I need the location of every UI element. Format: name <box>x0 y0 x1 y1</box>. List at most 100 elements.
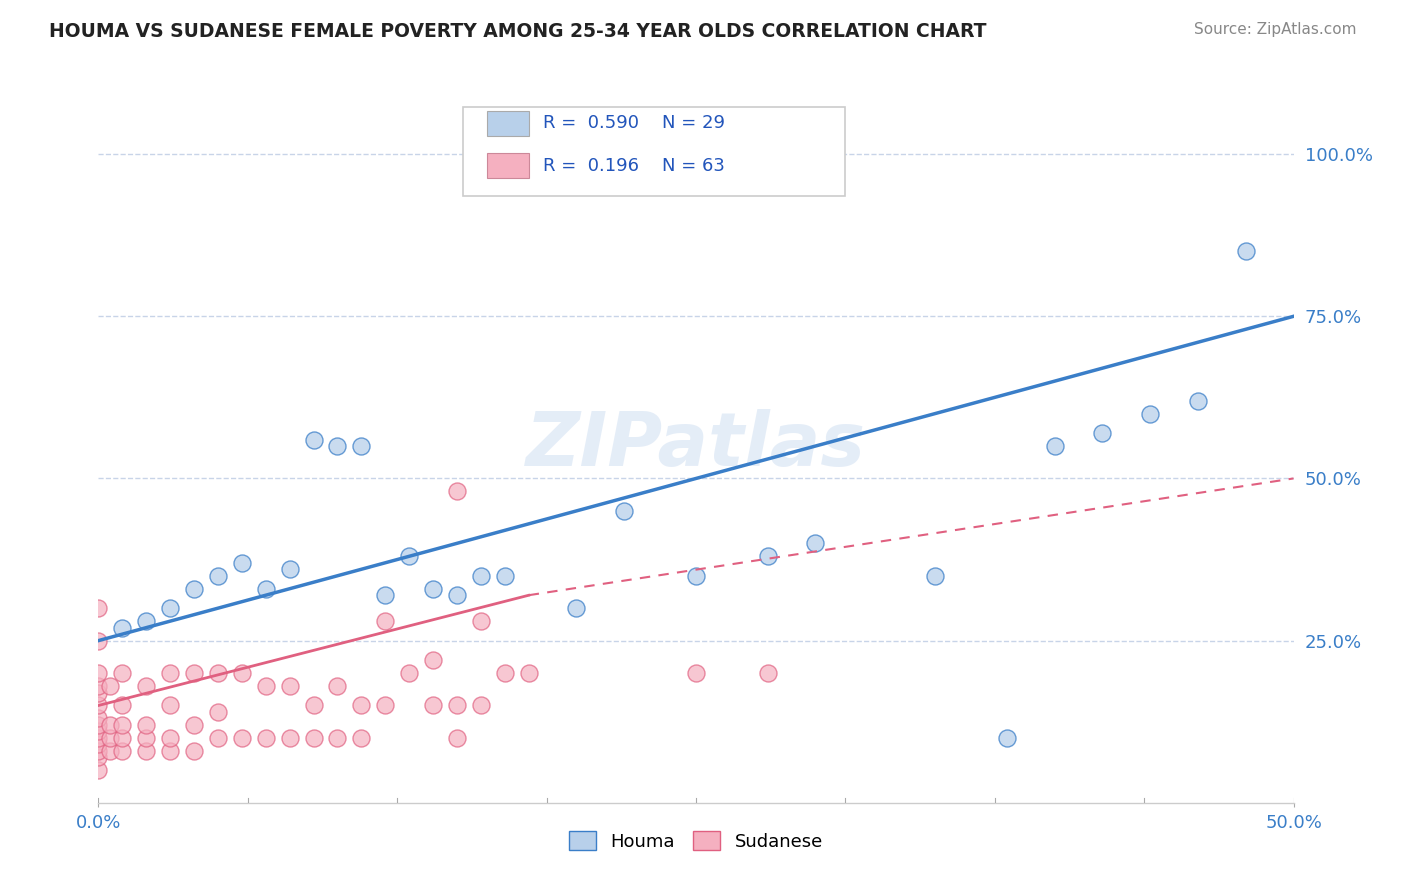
Point <box>374 588 396 602</box>
Point <box>159 601 181 615</box>
Point <box>350 439 373 453</box>
Point <box>494 568 516 582</box>
Point <box>183 744 205 758</box>
Point <box>87 750 110 764</box>
Point <box>159 666 181 681</box>
Point <box>231 666 253 681</box>
Point <box>1234 244 1257 259</box>
Point <box>87 764 110 778</box>
Point <box>98 679 122 693</box>
Point <box>254 582 277 596</box>
Point <box>374 698 396 713</box>
Point <box>995 731 1018 745</box>
Text: R =  0.590    N = 29: R = 0.590 N = 29 <box>543 114 725 132</box>
Point <box>278 679 301 693</box>
Point <box>302 433 325 447</box>
Point <box>159 731 181 745</box>
Point <box>924 568 946 582</box>
Point <box>87 666 110 681</box>
Point <box>207 568 229 582</box>
Point <box>326 439 349 453</box>
Point <box>326 679 349 693</box>
Point <box>398 666 420 681</box>
Point <box>302 698 325 713</box>
FancyBboxPatch shape <box>463 107 845 196</box>
Point <box>446 588 468 602</box>
Point <box>183 582 205 596</box>
Point <box>207 705 229 719</box>
Point <box>87 685 110 699</box>
Point <box>685 666 707 681</box>
Point <box>278 562 301 576</box>
Point <box>87 633 110 648</box>
Point <box>1091 425 1114 440</box>
Point <box>254 679 277 693</box>
Point <box>87 738 110 752</box>
Point <box>87 724 110 739</box>
Point <box>87 744 110 758</box>
Point <box>98 731 122 745</box>
Point <box>1139 407 1161 421</box>
Point <box>135 679 157 693</box>
Point <box>254 731 277 745</box>
Point <box>87 679 110 693</box>
Point <box>470 568 492 582</box>
Point <box>1187 393 1209 408</box>
Point <box>470 698 492 713</box>
Point <box>350 731 373 745</box>
Point <box>87 698 110 713</box>
FancyBboxPatch shape <box>486 153 529 178</box>
Legend: Houma, Sudanese: Houma, Sudanese <box>562 824 830 858</box>
Point <box>207 666 229 681</box>
Point <box>183 666 205 681</box>
Text: ZIPatlas: ZIPatlas <box>526 409 866 483</box>
Point <box>135 718 157 732</box>
Point <box>183 718 205 732</box>
Point <box>446 484 468 499</box>
Point <box>111 744 134 758</box>
Point <box>613 504 636 518</box>
Point <box>135 731 157 745</box>
Point <box>159 744 181 758</box>
Point <box>302 731 325 745</box>
Point <box>350 698 373 713</box>
Point <box>111 731 134 745</box>
Point <box>87 711 110 725</box>
Point <box>111 666 134 681</box>
Point <box>326 731 349 745</box>
Point <box>98 744 122 758</box>
Point <box>398 549 420 564</box>
Text: HOUMA VS SUDANESE FEMALE POVERTY AMONG 25-34 YEAR OLDS CORRELATION CHART: HOUMA VS SUDANESE FEMALE POVERTY AMONG 2… <box>49 22 987 41</box>
Point <box>374 614 396 628</box>
Point <box>98 718 122 732</box>
Point <box>111 718 134 732</box>
Point <box>278 731 301 745</box>
Point <box>422 698 444 713</box>
Point <box>159 698 181 713</box>
Point <box>231 731 253 745</box>
Point <box>87 601 110 615</box>
FancyBboxPatch shape <box>486 111 529 136</box>
Point <box>517 666 540 681</box>
Point <box>422 653 444 667</box>
Point <box>446 698 468 713</box>
Point <box>111 621 134 635</box>
Point <box>135 614 157 628</box>
Point <box>87 731 110 745</box>
Point <box>685 568 707 582</box>
Point <box>756 666 779 681</box>
Point <box>111 698 134 713</box>
Text: Source: ZipAtlas.com: Source: ZipAtlas.com <box>1194 22 1357 37</box>
Point <box>565 601 588 615</box>
Text: R =  0.196    N = 63: R = 0.196 N = 63 <box>543 157 725 175</box>
Point <box>1043 439 1066 453</box>
Point <box>207 731 229 745</box>
Point <box>446 731 468 745</box>
Point <box>804 536 827 550</box>
Point <box>231 556 253 570</box>
Point <box>87 718 110 732</box>
Point <box>494 666 516 681</box>
Point <box>470 614 492 628</box>
Point <box>422 582 444 596</box>
Point <box>135 744 157 758</box>
